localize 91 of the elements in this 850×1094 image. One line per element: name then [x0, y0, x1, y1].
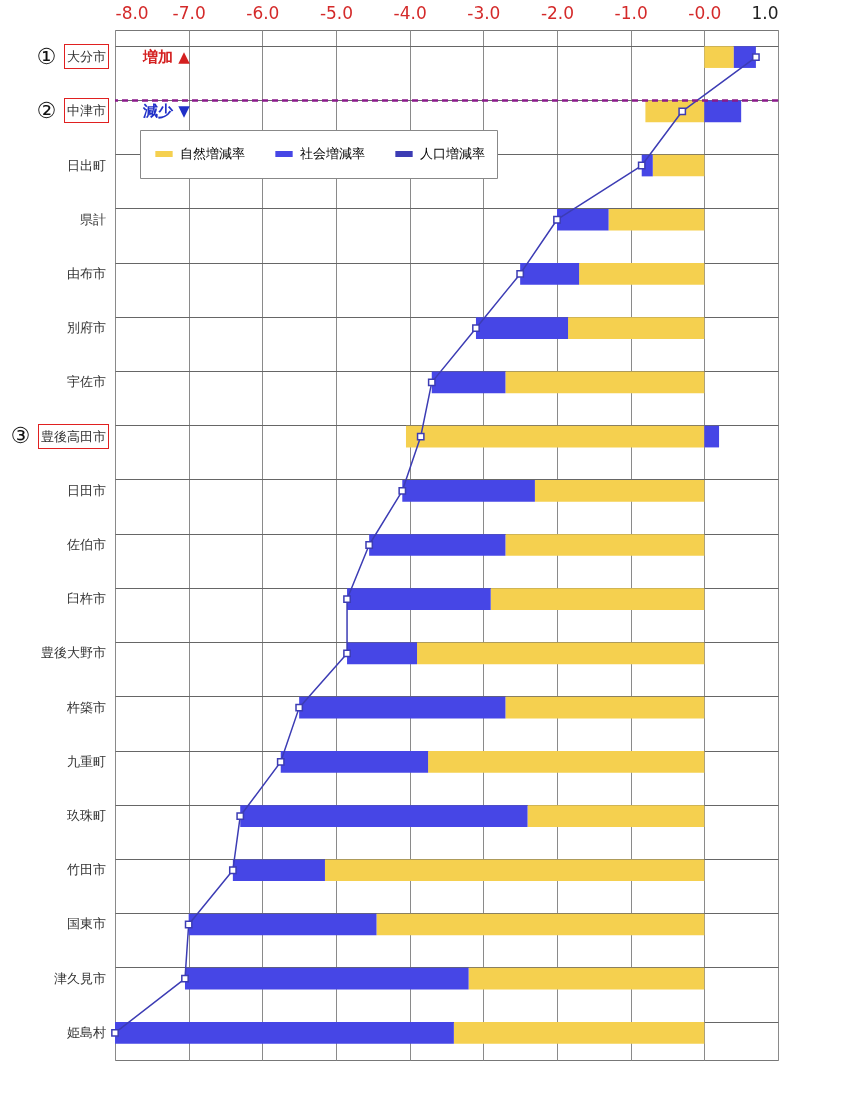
bar: [369, 534, 506, 556]
bar: [376, 913, 705, 936]
y-tick-label: 県計: [79, 211, 106, 227]
x-tick-label: -0.0: [688, 2, 722, 23]
bar: [704, 100, 742, 123]
bar: [232, 859, 325, 882]
bar: [431, 371, 506, 394]
point: [276, 757, 285, 766]
y-tick-label: 中津市: [66, 103, 106, 119]
x-tick-label: -8.0: [115, 2, 149, 23]
y-tick-label: 九重町: [66, 753, 106, 769]
bar: [453, 1022, 705, 1044]
x-tick-label: -3.0: [467, 2, 501, 23]
point: [365, 541, 374, 549]
bar: [402, 479, 535, 502]
point: [236, 812, 245, 820]
y-tick-label: 大分市: [66, 49, 106, 65]
point: [181, 974, 189, 983]
bar: [347, 642, 418, 665]
bar: [704, 46, 734, 68]
bar: [652, 154, 705, 177]
y-tick-label: 杵築市: [65, 699, 106, 715]
y-tick-label: 佐伯市: [66, 537, 106, 552]
text: ①: [36, 43, 57, 69]
y-tick-label: 由布市: [66, 265, 106, 281]
bar: [347, 588, 491, 611]
x-tick-label: -4.0: [393, 2, 427, 23]
point: [398, 486, 407, 495]
text: ③: [10, 423, 31, 449]
y-tick-label: 宇佐市: [66, 374, 106, 390]
point: [472, 324, 480, 333]
bar: [468, 967, 705, 990]
bar: [520, 263, 580, 285]
bar: [579, 263, 705, 285]
bar: [568, 317, 705, 339]
point: [553, 215, 561, 224]
point: [637, 161, 646, 170]
point: [427, 378, 436, 387]
point: [228, 866, 237, 875]
text: ②: [36, 97, 57, 123]
bar: [505, 534, 705, 556]
bar: [490, 588, 705, 611]
bar: [557, 208, 609, 231]
y-tick-label: 竹田市: [66, 862, 106, 878]
bar: [188, 913, 377, 936]
point: [751, 53, 760, 62]
point: [295, 703, 304, 712]
x-tick-label: -5.0: [319, 2, 354, 23]
annotation: 減少 ▼: [142, 102, 191, 121]
bar: [280, 751, 429, 773]
point: [184, 920, 193, 929]
y-tick-label: 豊後大野市: [40, 645, 106, 661]
x-tick-label: -1.0: [614, 2, 648, 23]
point: [678, 107, 687, 116]
bar: [505, 696, 705, 719]
bar: [704, 425, 720, 448]
y-tick-label: 臼杵市: [66, 591, 106, 607]
bar: [505, 371, 705, 394]
legend-label: 人口増減率: [420, 146, 485, 161]
x-tick-label: -2.0: [540, 2, 575, 23]
y-tick-label: 豊後高田市: [40, 428, 106, 444]
y-tick-label: 別府市: [66, 320, 106, 336]
y-tick-label: 日出町: [66, 157, 106, 173]
bar: [428, 751, 705, 773]
y-tick-label: 国東市: [66, 916, 106, 932]
x-tick-label: -7.0: [172, 2, 206, 23]
bar: [184, 967, 469, 990]
bar: [115, 1022, 454, 1044]
point: [111, 1028, 119, 1037]
bar: [608, 208, 705, 231]
bar: [405, 425, 705, 448]
y-tick-label: 姫島村: [66, 1024, 106, 1040]
point: [416, 432, 425, 441]
bar: [475, 317, 569, 339]
y-tick-label: 津久見市: [53, 970, 106, 986]
x-tick-label: -6.0: [246, 2, 280, 23]
bar: [299, 696, 506, 719]
bar: [534, 479, 705, 502]
point: [343, 595, 351, 604]
legend-label: 社会増減率: [300, 146, 365, 161]
y-tick-label: 日田市: [66, 482, 106, 498]
point: [343, 649, 351, 658]
point: [516, 270, 525, 278]
bar: [324, 859, 705, 882]
annotation: 増加 ▲: [142, 48, 191, 67]
legend-label: 自然増減率: [180, 146, 245, 161]
x-tick-label: 1.0: [751, 2, 779, 23]
bar: [417, 642, 705, 665]
bar: [527, 805, 705, 827]
y-tick-label: 玖珠町: [66, 808, 106, 824]
bar: [240, 805, 528, 827]
